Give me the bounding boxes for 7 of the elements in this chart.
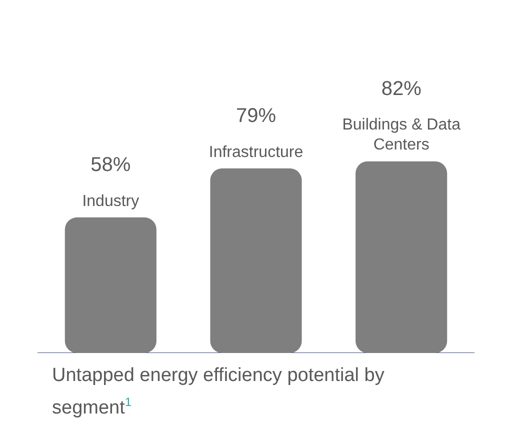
text: Untapped energy efficiency potential by segment$^{1}$ <box>52 364 386 420</box>
data-label: 79% <box>236 104 276 127</box>
data-label: 82% <box>381 78 422 100</box>
x-tick-label: Infrastructure <box>208 144 304 161</box>
x-tick-label: Industry <box>82 192 140 210</box>
data-label: 58% <box>90 154 131 176</box>
x-tick-label: Buildings & Data Centers <box>342 116 461 154</box>
